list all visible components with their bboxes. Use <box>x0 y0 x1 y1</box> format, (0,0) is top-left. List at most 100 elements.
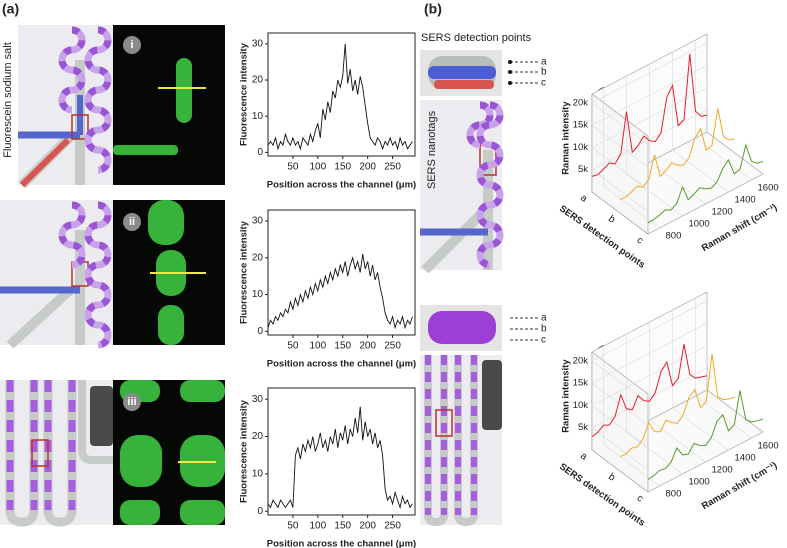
y-tick-label: 10 <box>252 469 264 480</box>
badge <box>123 36 141 54</box>
serpentine <box>84 201 112 349</box>
grid-line <box>591 322 708 426</box>
depth-tick-label: c <box>635 235 645 247</box>
plot-frame <box>267 387 416 516</box>
x-tick-label: 50 <box>287 521 299 532</box>
spectrum <box>619 108 736 201</box>
grid-line <box>591 345 708 448</box>
droplet <box>180 380 225 402</box>
badge-label: iii <box>127 396 136 408</box>
plot-frame <box>267 32 416 157</box>
channel <box>421 211 484 274</box>
spectrum <box>619 353 736 458</box>
spectrum <box>647 390 764 480</box>
x-tick-label: 800 <box>666 489 682 500</box>
spectrum <box>591 344 708 438</box>
panel-label: (a) <box>2 1 19 17</box>
serpentine <box>58 201 86 269</box>
grid-line <box>695 298 752 439</box>
point-label: c <box>541 335 546 346</box>
droplet-layer <box>428 66 496 79</box>
x-tick-label: 250 <box>384 341 401 352</box>
droplet <box>158 305 184 345</box>
z-tick-label: 20k <box>573 355 589 366</box>
serpentine <box>58 26 86 114</box>
grid-line <box>649 322 706 463</box>
pointer <box>510 317 538 341</box>
grid-line <box>626 334 683 475</box>
y-tick-label: 0 <box>257 326 263 337</box>
grid-line <box>603 346 660 487</box>
y-axis-label: Fluorescence intensity <box>239 42 250 146</box>
highlight-box <box>71 114 89 140</box>
y-tick-label: 30 <box>252 216 264 227</box>
y-tick-label: 0 <box>257 147 263 158</box>
x-tick-label: 250 <box>384 521 401 532</box>
x-tick-label: 100 <box>309 341 326 352</box>
x-tick-label: 1000 <box>689 477 710 488</box>
plot-frame <box>267 209 416 336</box>
x-tick-label: 1200 <box>712 207 733 218</box>
spectrum <box>591 54 708 177</box>
x-tick-label: 250 <box>384 162 401 173</box>
channel <box>5 380 77 527</box>
y-tick-label: 10 <box>252 111 264 122</box>
x-tick-label: 1200 <box>712 465 733 476</box>
x-axis-label: Position across the channel (μm) <box>267 539 416 548</box>
channel <box>78 380 113 464</box>
highlight-box <box>31 439 49 467</box>
depth-tick-label: b <box>606 213 617 225</box>
reagent-label: SERS nanotags <box>426 110 438 189</box>
pointer <box>510 61 538 84</box>
z-tick-label: 5k <box>578 422 588 433</box>
y-tick-label: 20 <box>252 75 264 86</box>
side-wall <box>591 93 649 235</box>
droplet <box>176 58 192 123</box>
y-axis-label: Fluorescence intensity <box>239 220 250 324</box>
grid-line <box>672 310 729 451</box>
point-label: a <box>541 57 547 68</box>
y-tick-label: 20 <box>252 252 264 263</box>
x-tick-label: 200 <box>359 162 376 173</box>
data-line <box>267 406 413 510</box>
grid-line <box>591 367 708 470</box>
grid-line <box>649 64 706 205</box>
y-tick-label: 30 <box>252 38 264 49</box>
droplet <box>120 500 160 525</box>
point-label: a <box>541 313 547 324</box>
z-tick-label: 10k <box>573 142 589 153</box>
point <box>508 70 512 74</box>
data-line <box>267 254 413 330</box>
grid-line <box>591 64 708 168</box>
x-tick-label: 100 <box>309 162 326 173</box>
droplet <box>120 435 162 487</box>
x-axis-label: Position across the channel (μm) <box>267 359 416 370</box>
serpentine <box>476 101 504 269</box>
badge-label: i <box>130 39 133 51</box>
channel <box>6 286 74 349</box>
outlet <box>90 386 113 446</box>
y-axis-label: Fluorescence intensity <box>239 399 250 503</box>
y-tick-label: 20 <box>252 431 264 442</box>
droplet <box>180 500 225 525</box>
badge <box>123 393 141 411</box>
z-tick-label: 10k <box>573 400 589 411</box>
x-tick-label: 150 <box>334 341 351 352</box>
z-axis-label: Raman intensity <box>561 359 572 433</box>
point-label: b <box>541 67 547 78</box>
badge-label: ii <box>129 216 135 228</box>
x-tick-label: 1400 <box>735 195 756 206</box>
z-tick-label: 15k <box>573 378 589 389</box>
point <box>508 81 512 85</box>
serpentine <box>466 101 494 149</box>
z-tick-label: 5k <box>578 164 588 175</box>
droplet <box>113 145 178 155</box>
x-axis-label: Position across the channel (μm) <box>267 180 416 191</box>
depth-tick-label: a <box>578 450 589 462</box>
x-tick-label: 200 <box>359 521 376 532</box>
z-tick-label: 20k <box>573 97 589 108</box>
x-tick-label: 50 <box>287 162 299 173</box>
badge <box>123 213 141 231</box>
droplet <box>148 200 184 245</box>
